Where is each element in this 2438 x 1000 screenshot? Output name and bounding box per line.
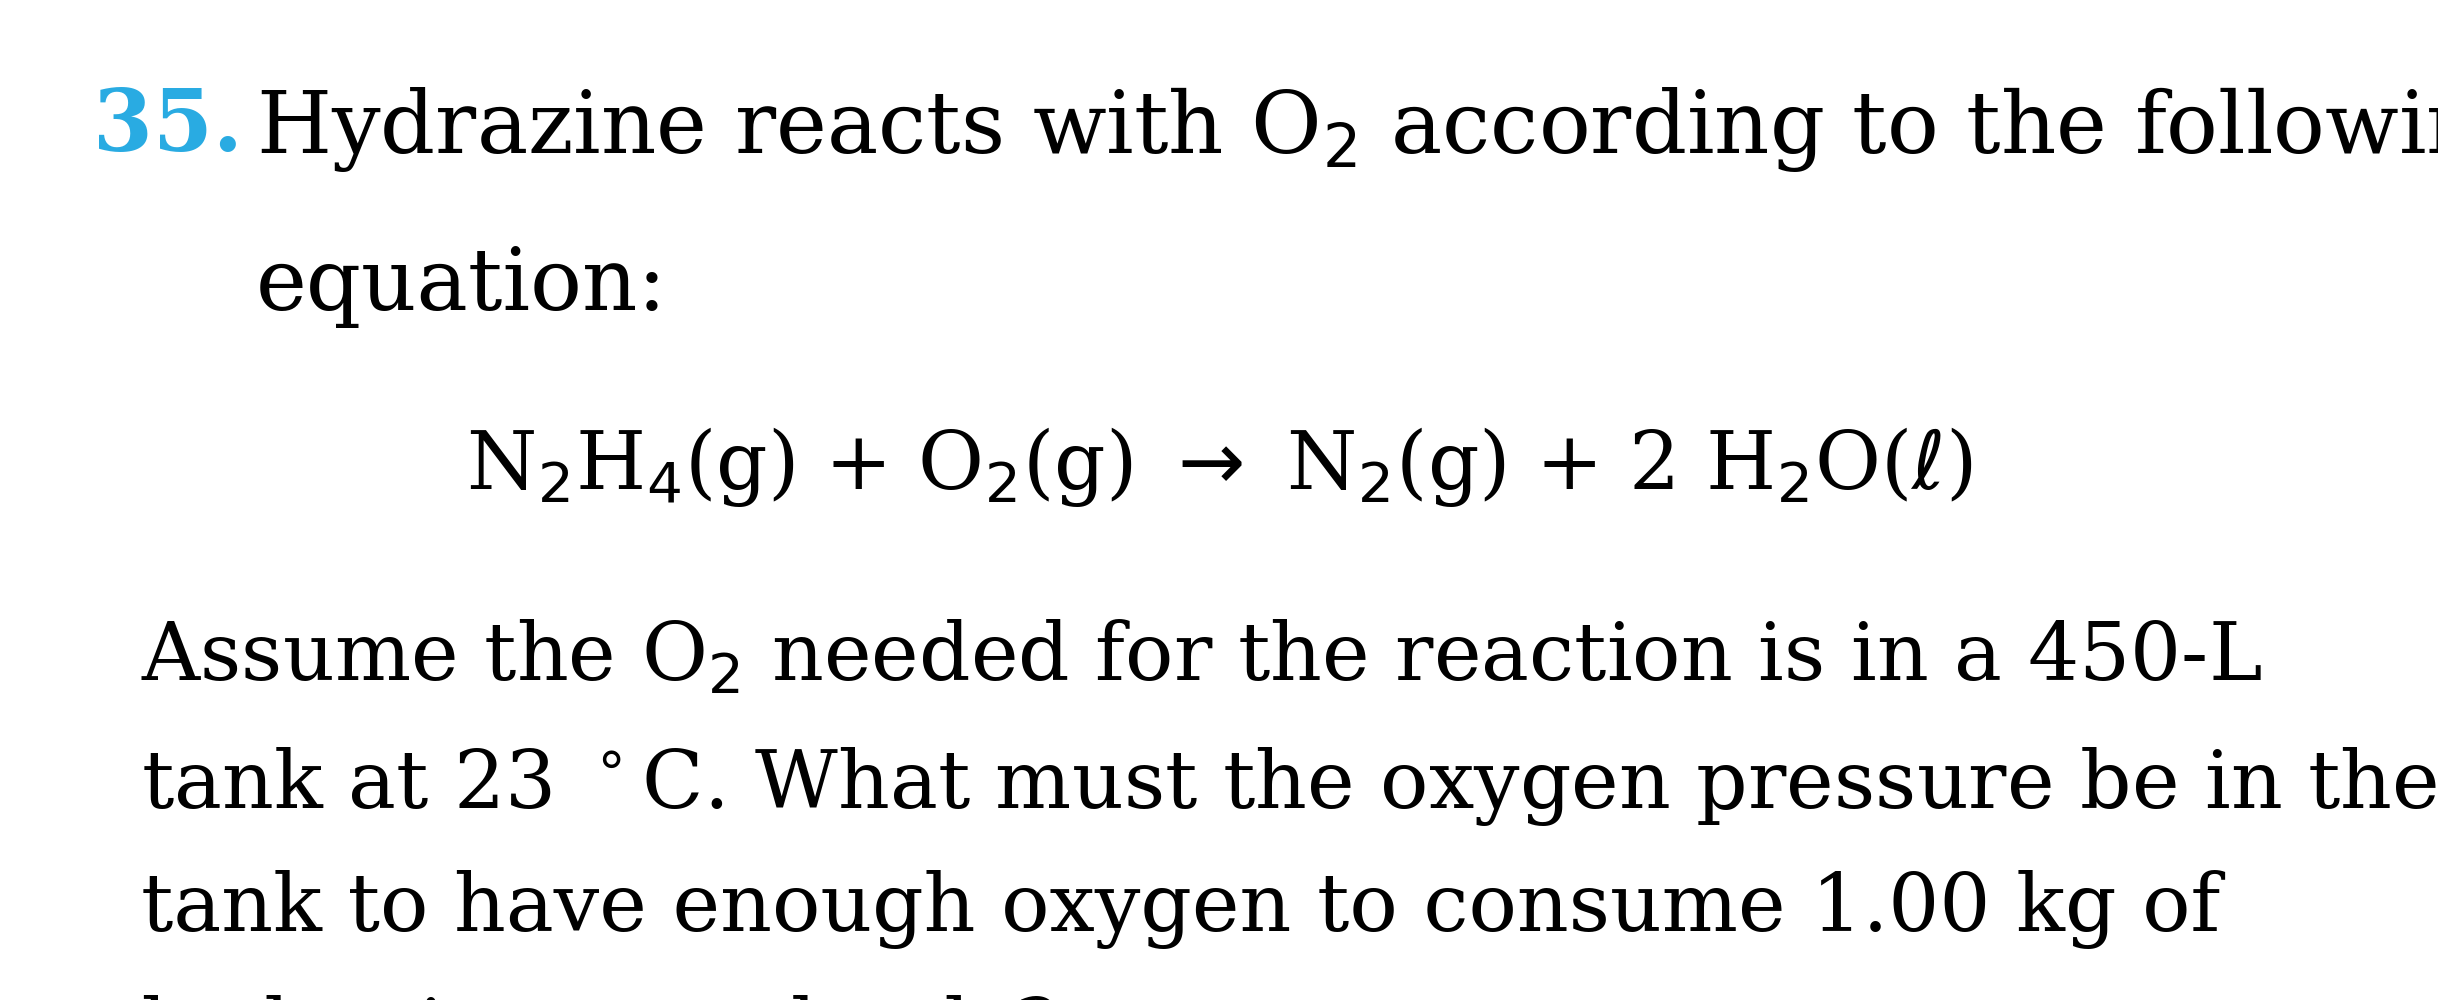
Text: hydrazine completely?: hydrazine completely?	[141, 995, 1058, 1000]
Text: Assume the O$_2$ needed for the reaction is in a 450-L: Assume the O$_2$ needed for the reaction…	[141, 620, 2262, 698]
Text: N$_2$H$_4$(g) + O$_2$(g) $\rightarrow$ N$_2$(g) + 2 H$_2$O($\ell$): N$_2$H$_4$(g) + O$_2$(g) $\rightarrow$ N…	[466, 425, 1972, 509]
Text: tank at 23 $^\circ$C. What must the oxygen pressure be in the: tank at 23 $^\circ$C. What must the oxyg…	[141, 745, 2438, 828]
Text: tank to have enough oxygen to consume 1.00 kg of: tank to have enough oxygen to consume 1.…	[141, 870, 2221, 949]
Text: equation:: equation:	[256, 245, 668, 328]
Text: 35.: 35.	[93, 85, 241, 169]
Text: Hydrazine reacts with O$_2$ according to the following: Hydrazine reacts with O$_2$ according to…	[256, 85, 2438, 174]
